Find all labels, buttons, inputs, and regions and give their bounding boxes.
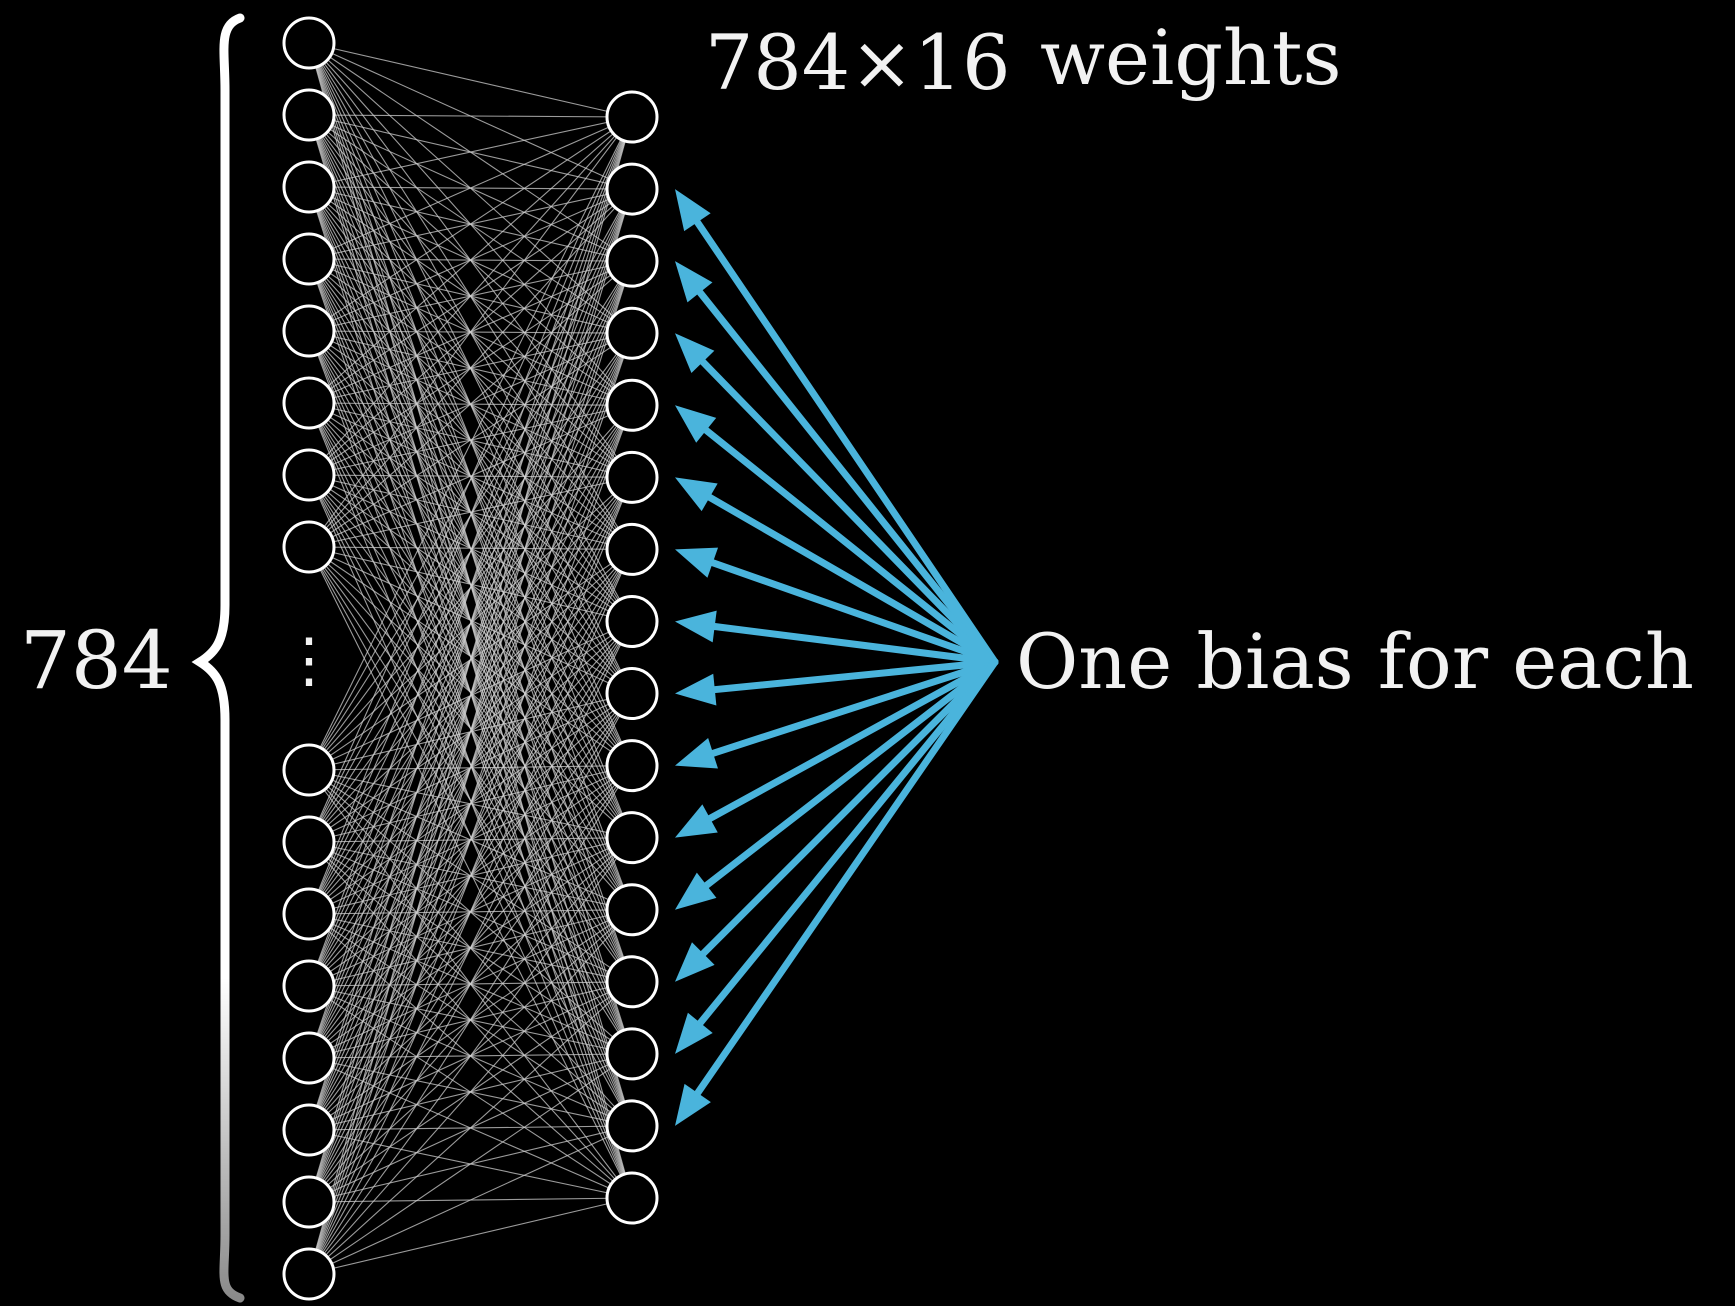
weight-connection-245 (308, 477, 633, 1275)
weight-connection-32 (308, 116, 633, 188)
weight-connection-253 (308, 1053, 633, 1275)
input-neuron-8 (282, 743, 336, 797)
bias-arrow-3 (675, 405, 999, 666)
weight-connection-176 (308, 116, 633, 987)
bias-arrow-8 (675, 658, 999, 769)
bias-arrow-6 (675, 610, 999, 666)
hidden-neuron-14 (605, 1099, 659, 1153)
weight-connection-128 (308, 116, 633, 771)
input-neuron-3 (282, 232, 336, 286)
hidden-neuron-1 (605, 162, 659, 216)
weight-connection-123 (308, 546, 633, 911)
input-neuron-6 (282, 448, 336, 502)
input-neuron-13 (282, 1103, 336, 1157)
bias-arrow-9 (675, 658, 999, 838)
input-neuron-7 (282, 520, 336, 574)
input-layer-brace (191, 13, 245, 1303)
weight-connection-124 (308, 546, 633, 983)
input-neuron-10 (282, 887, 336, 941)
weight-connection-144 (308, 116, 633, 843)
hidden-layer (605, 90, 659, 1225)
input-neuron-11 (282, 959, 336, 1013)
weight-connection-249 (308, 765, 633, 1275)
weight-connection-127 (308, 546, 633, 1199)
weight-connection-125 (308, 546, 633, 1055)
bias-arrow-10 (675, 658, 999, 910)
input-count-label: 784 (20, 614, 173, 707)
weight-connection-192 (308, 116, 633, 1059)
bias-arrow-2 (675, 333, 999, 666)
hidden-neuron-2 (605, 234, 659, 288)
bias-arrow-13 (675, 658, 999, 1126)
hidden-neuron-7 (605, 594, 659, 648)
weight-connections (308, 42, 633, 1275)
input-layer (282, 16, 336, 1301)
hidden-neuron-12 (605, 955, 659, 1009)
hidden-neuron-9 (605, 739, 659, 793)
input-neuron-2 (282, 160, 336, 214)
bias-label: One bias for each (1016, 617, 1694, 706)
input-neuron-4 (282, 304, 336, 358)
weight-connection-64 (308, 116, 633, 332)
input-ellipsis: ⋮ (279, 626, 339, 696)
weight-connection-240 (308, 116, 633, 1275)
hidden-neuron-3 (605, 306, 659, 360)
weight-connection-112 (308, 116, 633, 548)
weight-connection-242 (308, 260, 633, 1275)
bias-arrow-12 (675, 658, 999, 1054)
weight-connection-48 (308, 116, 633, 260)
bias-arrow-4 (675, 477, 999, 666)
bias-arrow-1 (675, 261, 999, 666)
weight-connection-160 (308, 116, 633, 915)
input-neuron-5 (282, 376, 336, 430)
hidden-neuron-10 (605, 811, 659, 865)
input-neuron-1 (282, 88, 336, 142)
weights-count-label: 784×16 (705, 18, 1010, 107)
bias-arrow-11 (675, 658, 999, 982)
weights-word-label: weights (1040, 13, 1341, 102)
bias-arrows (675, 189, 999, 1126)
bias-arrow-0 (675, 189, 999, 666)
weight-connection-243 (308, 333, 633, 1275)
weight-connection-80 (308, 116, 633, 404)
weight-connection-96 (308, 116, 633, 476)
bias-arrow-7 (675, 658, 999, 706)
hidden-neuron-0 (605, 90, 659, 144)
weight-connection-224 (308, 116, 633, 1203)
weight-connection-16 (308, 114, 633, 118)
weight-connection-254 (308, 1125, 633, 1275)
input-neuron-9 (282, 815, 336, 869)
weight-connection-247 (308, 621, 633, 1275)
hidden-neuron-15 (605, 1171, 659, 1225)
hidden-neuron-11 (605, 883, 659, 937)
weight-connection-248 (308, 693, 633, 1275)
weight-connection-126 (308, 546, 633, 1127)
weight-connection-252 (308, 981, 633, 1275)
input-neuron-14 (282, 1175, 336, 1229)
bias-arrow-5 (675, 547, 999, 666)
input-neuron-15 (282, 1247, 336, 1301)
weight-connection-244 (308, 405, 633, 1275)
hidden-neuron-5 (605, 450, 659, 504)
weight-connection-0 (308, 42, 633, 118)
weight-connection-251 (308, 909, 633, 1275)
hidden-neuron-6 (605, 522, 659, 576)
input-neuron-0 (282, 16, 336, 70)
hidden-neuron-13 (605, 1027, 659, 1081)
hidden-neuron-8 (605, 667, 659, 721)
weight-connection-250 (308, 837, 633, 1275)
weight-connection-255 (308, 1197, 633, 1275)
weight-connection-241 (308, 188, 633, 1275)
input-neuron-12 (282, 1031, 336, 1085)
hidden-neuron-4 (605, 378, 659, 432)
weight-connection-246 (308, 549, 633, 1275)
weight-connection-208 (308, 116, 633, 1131)
